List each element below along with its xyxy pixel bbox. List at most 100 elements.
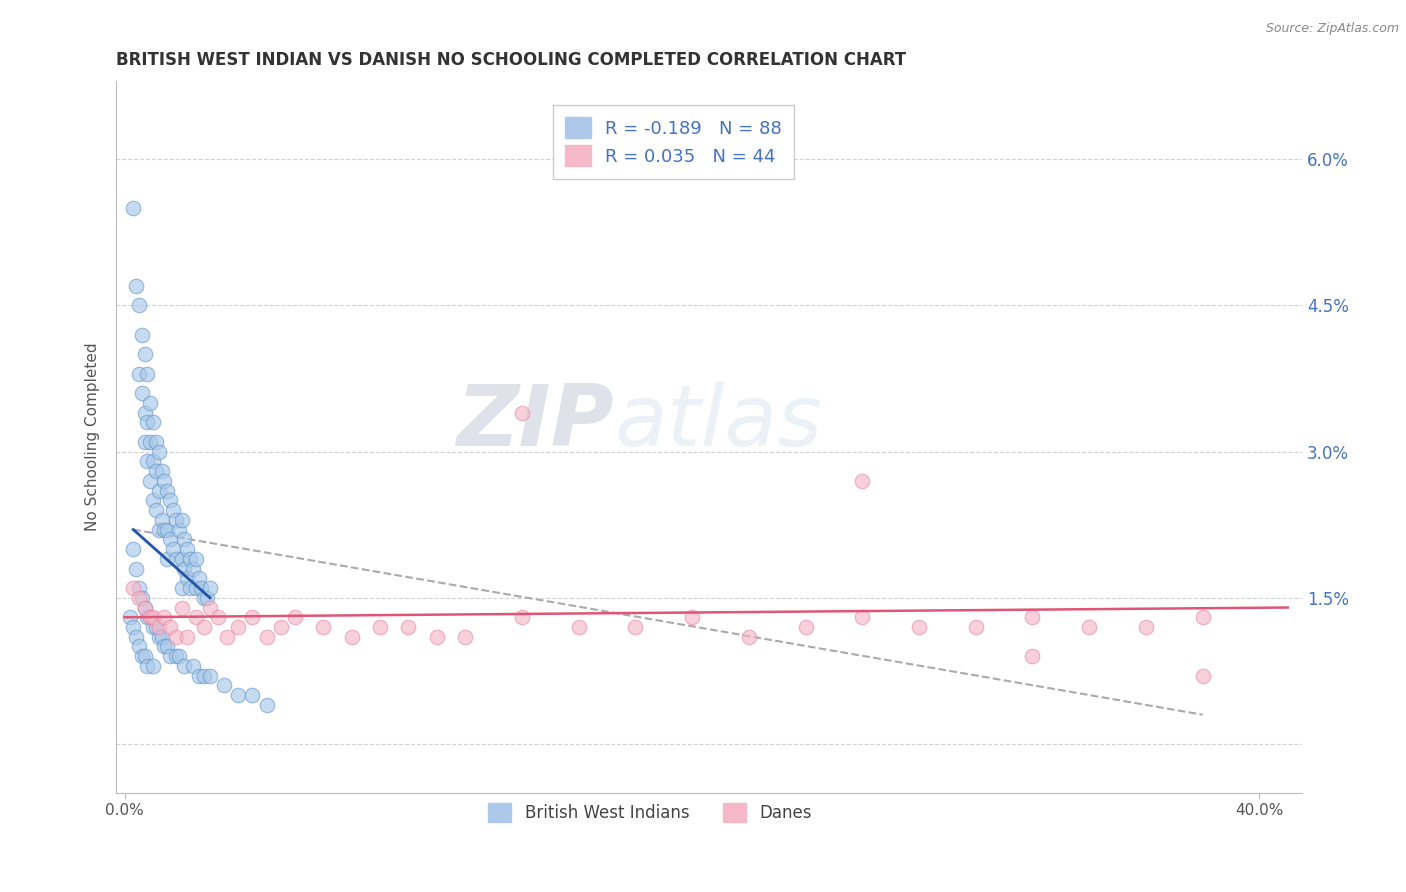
Point: [173, 659, 195, 673]
Legend: British West Indians, Danes: British West Indians, Danes: [477, 791, 824, 834]
Point: [134, 649, 156, 664]
Point: [128, 581, 150, 595]
Point: [142, 620, 165, 634]
Point: [162, 503, 184, 517]
Point: [165, 649, 187, 664]
Point: [131, 386, 153, 401]
Point: [134, 406, 156, 420]
Point: [1191, 669, 1213, 683]
Point: [148, 630, 170, 644]
Point: [122, 201, 145, 215]
Point: [340, 630, 363, 644]
Point: [187, 571, 209, 585]
Point: [738, 630, 761, 644]
Point: [145, 503, 167, 517]
Point: [184, 610, 207, 624]
Point: [156, 523, 179, 537]
Point: [148, 483, 170, 498]
Text: BRITISH WEST INDIAN VS DANISH NO SCHOOLING COMPLETED CORRELATION CHART: BRITISH WEST INDIAN VS DANISH NO SCHOOLI…: [117, 51, 907, 69]
Point: [125, 561, 148, 575]
Point: [167, 649, 190, 664]
Point: [156, 483, 179, 498]
Point: [142, 659, 165, 673]
Point: [148, 620, 170, 634]
Point: [193, 591, 215, 605]
Point: [142, 416, 165, 430]
Point: [131, 649, 153, 664]
Point: [851, 610, 873, 624]
Point: [1021, 649, 1043, 664]
Point: [159, 533, 181, 547]
Point: [184, 581, 207, 595]
Point: [173, 533, 195, 547]
Point: [128, 640, 150, 654]
Point: [193, 669, 215, 683]
Point: [212, 678, 235, 692]
Text: atlas: atlas: [614, 381, 823, 464]
Point: [128, 298, 150, 312]
Point: [794, 620, 817, 634]
Point: [1021, 610, 1043, 624]
Point: [1135, 620, 1157, 634]
Point: [136, 416, 159, 430]
Point: [142, 454, 165, 468]
Point: [131, 327, 153, 342]
Point: [176, 571, 198, 585]
Point: [139, 434, 162, 449]
Point: [510, 610, 533, 624]
Point: [136, 610, 159, 624]
Point: [139, 396, 162, 410]
Point: [156, 640, 179, 654]
Point: [159, 649, 181, 664]
Point: [139, 610, 162, 624]
Point: [184, 551, 207, 566]
Point: [207, 610, 229, 624]
Point: [215, 630, 238, 644]
Point: [568, 620, 591, 634]
Point: [165, 513, 187, 527]
Point: [165, 551, 187, 566]
Point: [426, 630, 449, 644]
Point: [510, 406, 533, 420]
Point: [190, 581, 212, 595]
Point: [136, 367, 159, 381]
Point: [270, 620, 292, 634]
Point: [128, 367, 150, 381]
Point: [195, 591, 218, 605]
Point: [153, 610, 176, 624]
Point: [162, 542, 184, 557]
Text: ZIP: ZIP: [457, 381, 614, 464]
Point: [120, 610, 142, 624]
Point: [312, 620, 335, 634]
Point: [454, 630, 477, 644]
Point: [134, 600, 156, 615]
Point: [187, 669, 209, 683]
Point: [226, 620, 249, 634]
Point: [142, 610, 165, 624]
Point: [368, 620, 391, 634]
Point: [242, 610, 264, 624]
Point: [256, 630, 278, 644]
Point: [193, 620, 215, 634]
Point: [170, 581, 193, 595]
Point: [136, 659, 159, 673]
Point: [150, 630, 173, 644]
Point: [170, 600, 193, 615]
Point: [134, 434, 156, 449]
Point: [256, 698, 278, 712]
Point: [134, 347, 156, 361]
Point: [148, 444, 170, 458]
Point: [125, 279, 148, 293]
Point: [122, 620, 145, 634]
Point: [131, 591, 153, 605]
Point: [173, 561, 195, 575]
Point: [181, 561, 204, 575]
Point: [145, 620, 167, 634]
Point: [167, 523, 190, 537]
Point: [284, 610, 307, 624]
Point: [122, 581, 145, 595]
Point: [156, 551, 179, 566]
Point: [681, 610, 703, 624]
Point: [908, 620, 931, 634]
Point: [125, 630, 148, 644]
